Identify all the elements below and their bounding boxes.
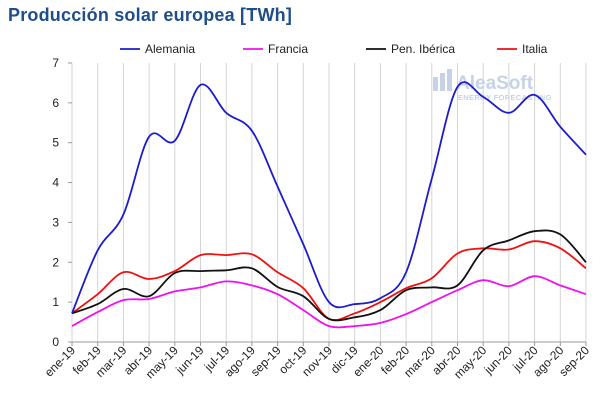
legend: Alemania Francia Pen. Ibérica Italia	[120, 42, 548, 56]
series-line-francia	[71, 275, 587, 329]
series-layer	[71, 81, 587, 329]
y-tick-label: 3	[52, 215, 59, 229]
legend-label-alemania: Alemania	[145, 42, 195, 56]
watermark-brand: AleaSoft	[456, 73, 534, 94]
axis-layer: 01234567ene-19feb-19mar-19abr-19may-19ju…	[42, 56, 593, 381]
x-tick-label: jun-19	[172, 343, 206, 377]
aleasoft-logo-icon	[433, 69, 452, 91]
y-tick-label: 0	[52, 335, 59, 349]
y-tick-label: 6	[52, 96, 59, 110]
watermark-tagline: ENERGY FORECASTING	[458, 93, 552, 102]
y-tick-label: 1	[52, 295, 59, 309]
series-line-alemania	[71, 81, 587, 314]
legend-label-francia: Francia	[268, 42, 308, 56]
x-tick-label: ene-19	[42, 343, 79, 380]
x-tick-label: jun-20	[481, 343, 515, 377]
y-tick-label: 7	[52, 56, 59, 70]
series-line-pen-iberica	[71, 229, 587, 322]
chart-title: Producción solar europea [TWh]	[8, 5, 293, 25]
y-tick-label: 4	[52, 176, 59, 190]
legend-label-italia: Italia	[522, 42, 548, 56]
grid-layer	[71, 63, 587, 342]
legend-label-pen-iberica: Pen. Ibérica	[391, 42, 455, 56]
y-tick-label: 5	[52, 136, 59, 150]
aleasoft-watermark: AleaSoft ENERGY FORECASTING	[433, 69, 552, 102]
y-tick-label: 2	[52, 255, 59, 269]
